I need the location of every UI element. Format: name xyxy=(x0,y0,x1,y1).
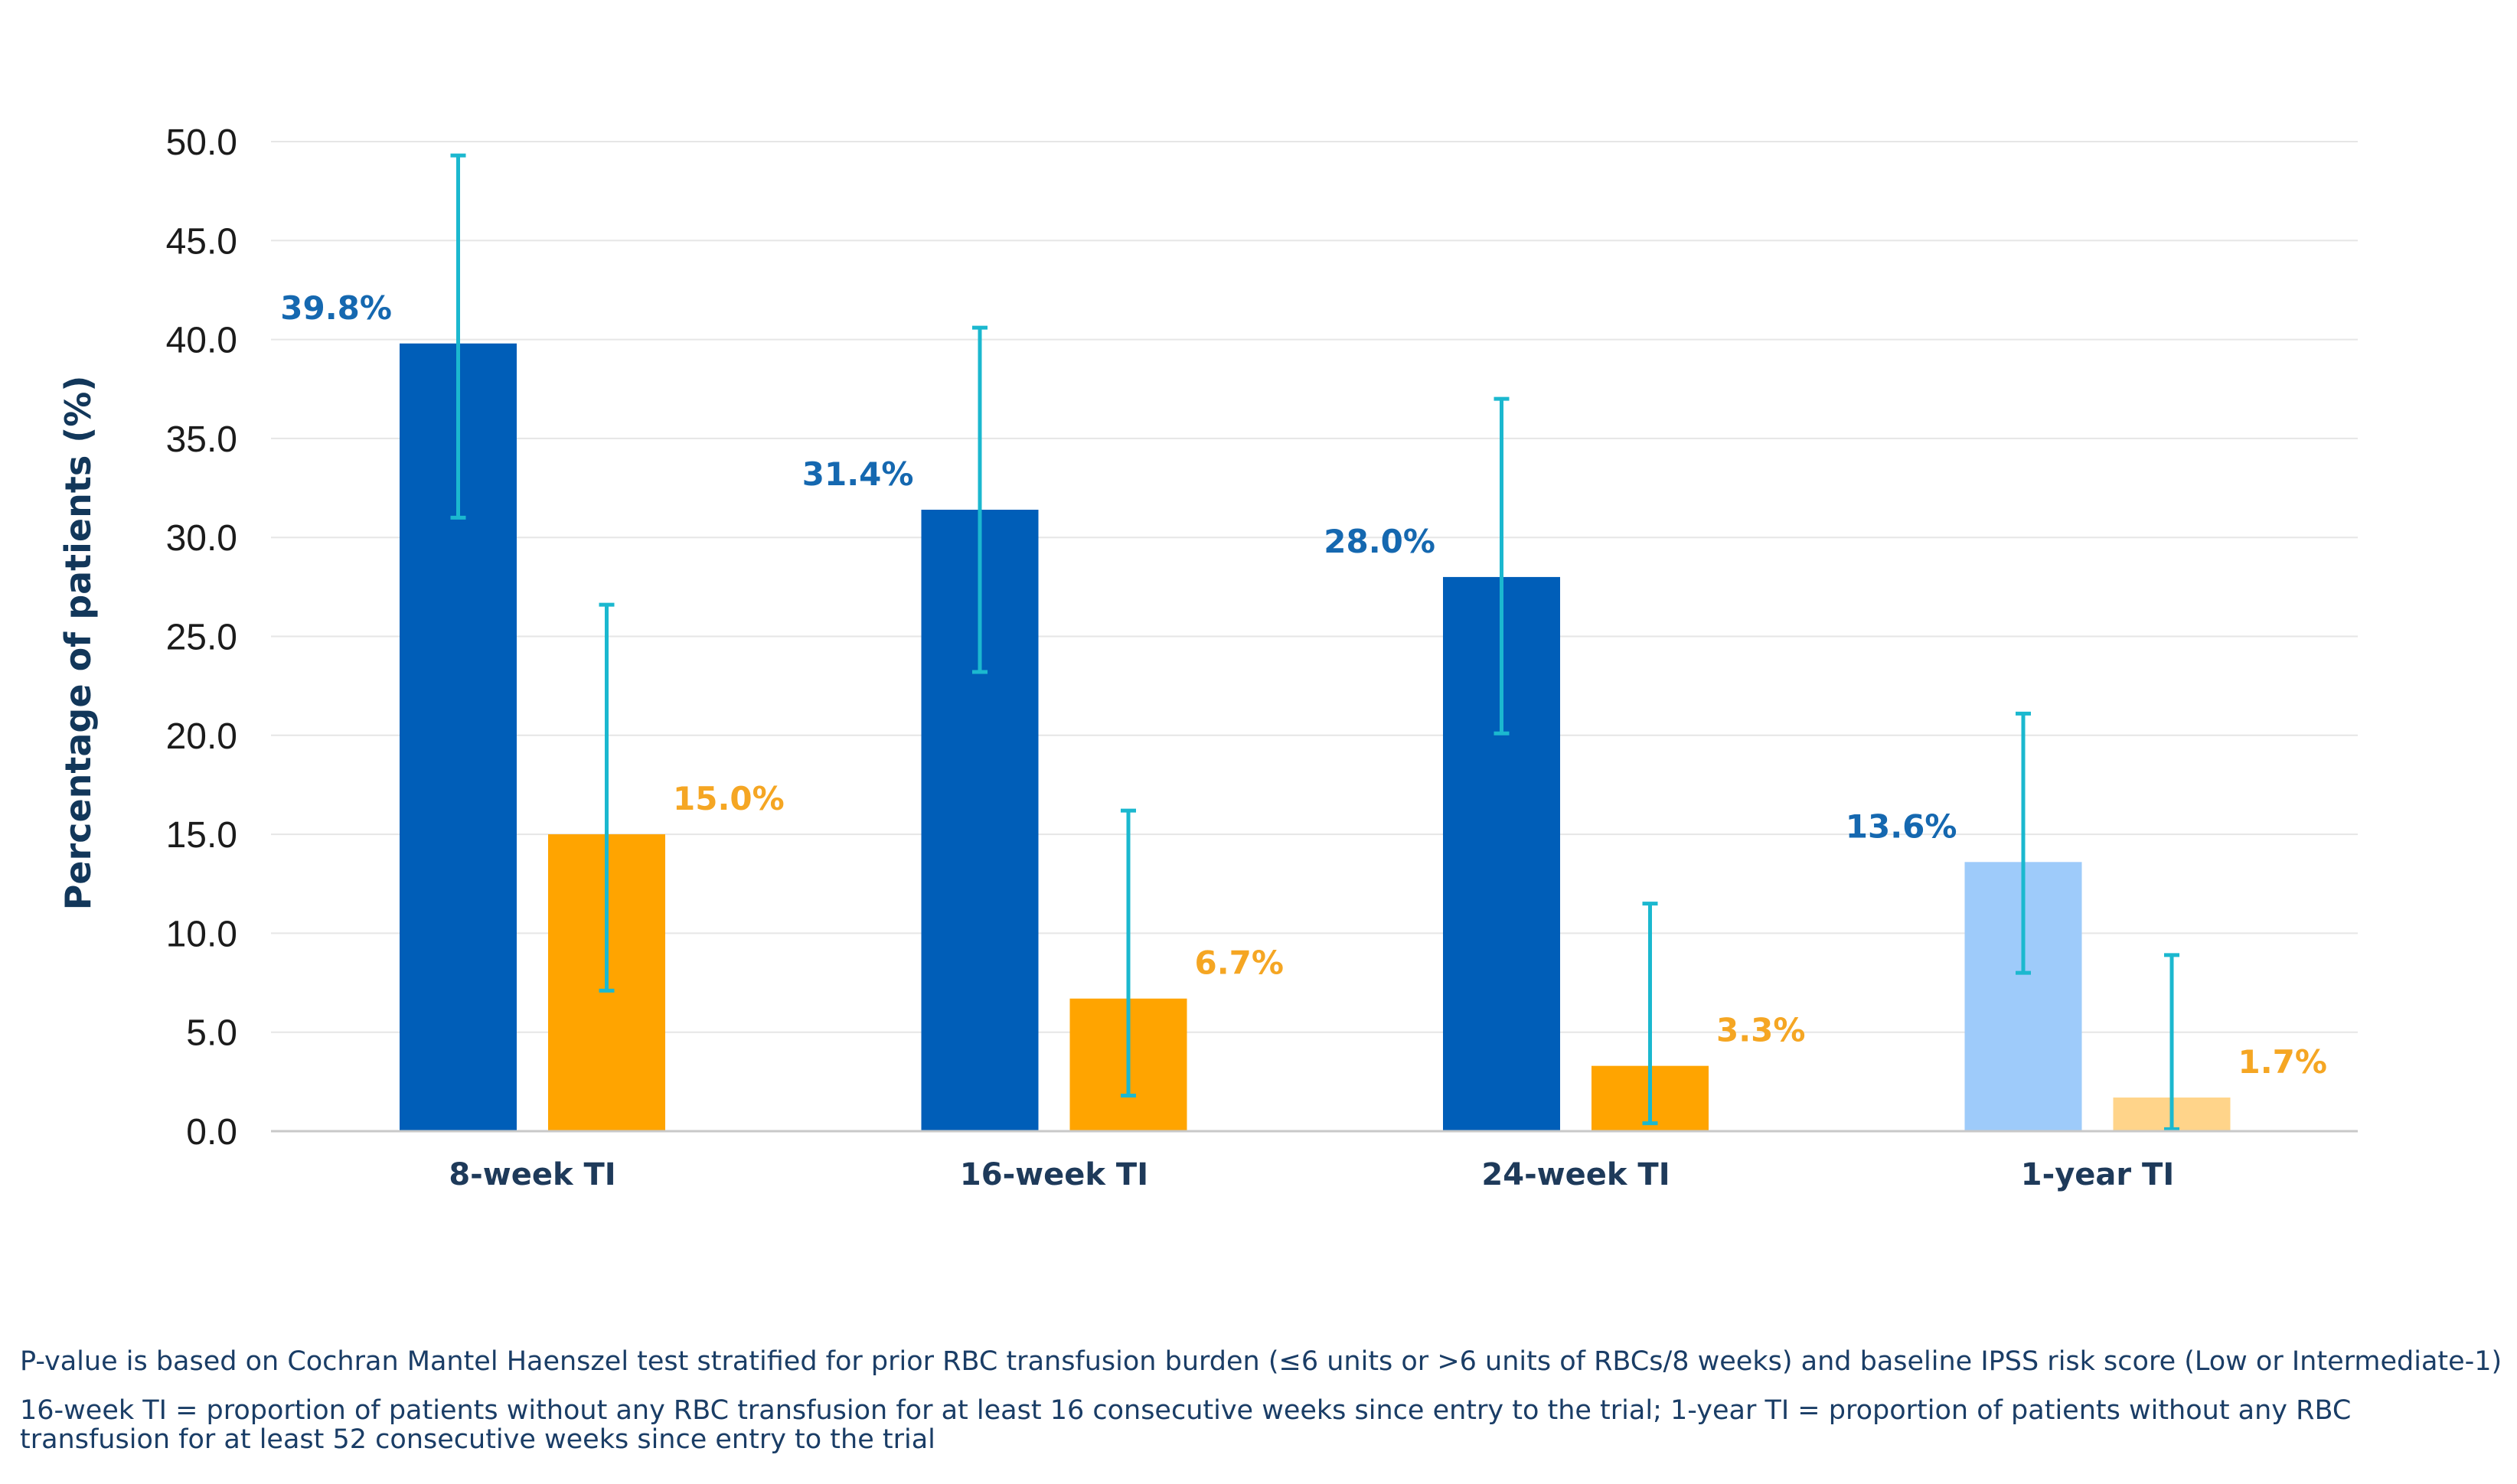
x-tick-label: 16-week TI xyxy=(960,1157,1148,1192)
error-bars xyxy=(450,153,2179,1131)
data-label: 15.0% xyxy=(673,780,785,817)
y-tick-label: 40.0 xyxy=(166,321,237,361)
data-label: 3.3% xyxy=(1716,1012,1805,1049)
y-tick-label: 25.0 xyxy=(166,618,237,658)
data-label: 13.6% xyxy=(1846,807,1957,845)
y-tick-label: 35.0 xyxy=(166,419,237,460)
y-tick-label: 50.0 xyxy=(166,122,237,163)
x-tick-label: 24-week TI xyxy=(1481,1157,1670,1192)
y-tick-label: 20.0 xyxy=(166,716,237,757)
x-axis-labels: 8-week TI 16-week TI 24-week TI 1-year TI xyxy=(449,1157,2174,1192)
y-axis-title: Percentage of patients (%) xyxy=(57,376,99,911)
y-axis-ticks: 0.0 5.0 10.0 15.0 20.0 25.0 30.0 35.0 40.0 45.0 50… xyxy=(166,122,237,1153)
x-tick-label: 8-week TI xyxy=(449,1157,615,1192)
bar-chart: 0.0 5.0 10.0 15.0 20.0 25.0 30.0 35.0 40.0 45.0 50… xyxy=(57,122,2358,1192)
y-tick-label: 30.0 xyxy=(166,518,237,559)
footnote-definition: 16-week TI = proportion of patients with… xyxy=(20,1395,2352,1455)
y-tick-label: 0.0 xyxy=(186,1112,237,1153)
y-tick-label: 10.0 xyxy=(166,914,237,954)
x-tick-label: 1-year TI xyxy=(2021,1157,2174,1192)
data-label: 6.7% xyxy=(1195,944,1284,982)
data-label: 28.0% xyxy=(1324,523,1435,560)
value-labels: 39.8% 15.0% 31.4% 6.7% 28.0% 3.3% 13.6% 1.7% xyxy=(280,289,2327,1081)
footnotes: P-value is based on Cochran Mantel Haens… xyxy=(20,1347,2508,1474)
data-label: 1.7% xyxy=(2238,1043,2327,1081)
data-label: 39.8% xyxy=(280,289,392,327)
data-label: 31.4% xyxy=(802,455,914,493)
footnote-pvalue: P-value is based on Cochran Mantel Haens… xyxy=(20,1346,2502,1377)
y-tick-label: 5.0 xyxy=(186,1013,237,1054)
y-tick-label: 45.0 xyxy=(166,221,237,262)
y-tick-label: 15.0 xyxy=(166,815,237,856)
bars xyxy=(400,343,2231,1132)
